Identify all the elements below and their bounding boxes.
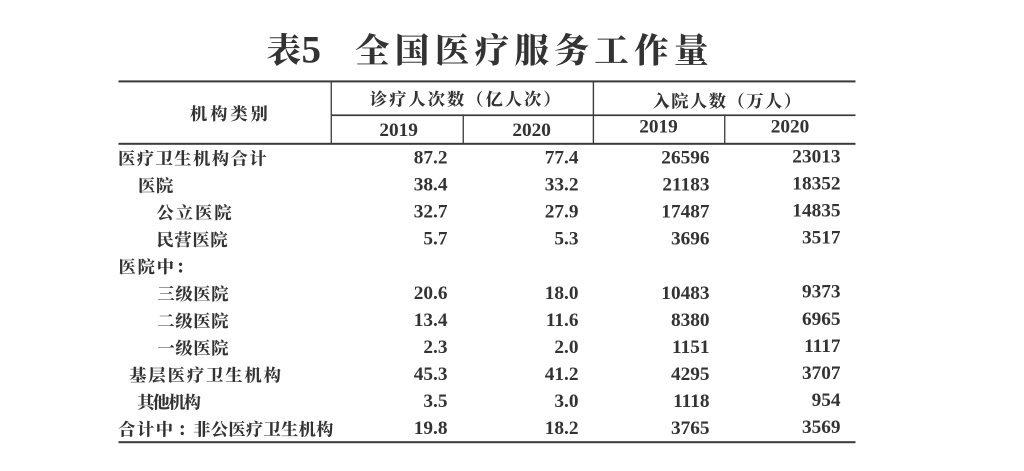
svg-text:3696: 3696 (671, 229, 710, 250)
svg-text:2019: 2019 (379, 120, 418, 141)
svg-text:17487: 17487 (661, 202, 710, 223)
svg-text:3.0: 3.0 (554, 391, 578, 412)
svg-text:1117: 1117 (804, 336, 841, 357)
svg-text:14835: 14835 (792, 201, 840, 222)
svg-text:33.2: 33.2 (545, 175, 579, 196)
svg-text:2019: 2019 (639, 116, 678, 137)
svg-text:2020: 2020 (512, 120, 551, 141)
svg-text:954: 954 (812, 390, 841, 411)
svg-text:87.2: 87.2 (414, 147, 448, 168)
svg-text:5.3: 5.3 (554, 229, 578, 250)
svg-text:11.6: 11.6 (546, 310, 579, 331)
svg-text:45.3: 45.3 (414, 364, 448, 385)
svg-text:2020: 2020 (771, 116, 810, 137)
svg-text:18352: 18352 (792, 173, 840, 194)
svg-text:9373: 9373 (802, 282, 841, 303)
svg-text:26596: 26596 (661, 147, 710, 168)
svg-text:23013: 23013 (792, 146, 840, 167)
svg-text:5.7: 5.7 (423, 229, 447, 250)
svg-text:19.8: 19.8 (414, 418, 448, 439)
svg-text:10483: 10483 (661, 283, 709, 304)
svg-text:8380: 8380 (671, 310, 710, 331)
svg-text:27.9: 27.9 (545, 202, 579, 223)
svg-text:3707: 3707 (802, 363, 841, 384)
svg-text:3569: 3569 (802, 417, 841, 438)
svg-text:18.0: 18.0 (545, 283, 579, 304)
svg-text:21183: 21183 (662, 175, 709, 196)
svg-text:32.7: 32.7 (414, 202, 448, 223)
svg-text:1118: 1118 (673, 391, 709, 412)
svg-text:13.4: 13.4 (414, 310, 448, 331)
svg-text:77.4: 77.4 (545, 147, 579, 168)
svg-text:3765: 3765 (671, 418, 710, 439)
svg-text:3.5: 3.5 (423, 391, 447, 412)
svg-text:2.0: 2.0 (554, 337, 578, 358)
svg-text:2.3: 2.3 (423, 337, 447, 358)
svg-text:6965: 6965 (802, 309, 841, 330)
svg-text:1151: 1151 (672, 337, 710, 358)
svg-text:20.6: 20.6 (414, 283, 448, 304)
svg-text:3517: 3517 (802, 228, 841, 249)
svg-text:18.2: 18.2 (545, 418, 579, 439)
svg-text:38.4: 38.4 (414, 175, 448, 196)
svg-text:5: 5 (302, 29, 322, 72)
svg-text:41.2: 41.2 (545, 364, 579, 385)
svg-text:4295: 4295 (671, 364, 710, 385)
